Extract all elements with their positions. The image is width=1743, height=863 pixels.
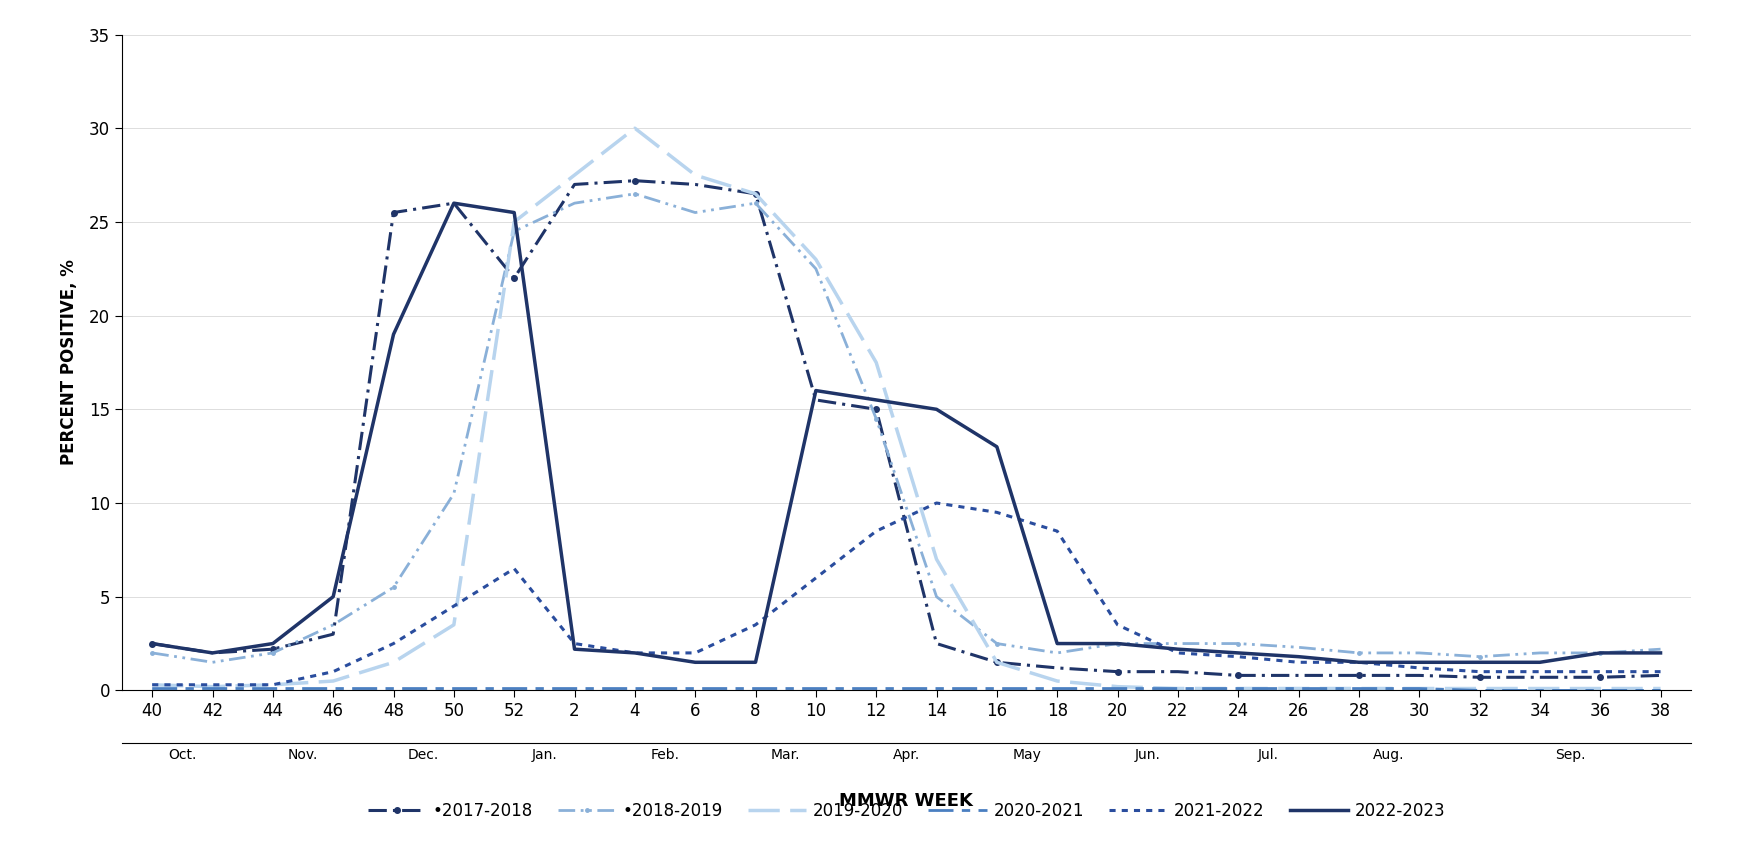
- Legend: •2017-2018, •2018-2019, 2019-2020, 2020-2021, 2021-2022, 2022-2023: •2017-2018, •2018-2019, 2019-2020, 2020-…: [361, 795, 1452, 827]
- X-axis label: MMWR WEEK: MMWR WEEK: [840, 792, 973, 810]
- Y-axis label: PERCENT POSITIVE, %: PERCENT POSITIVE, %: [59, 260, 78, 465]
